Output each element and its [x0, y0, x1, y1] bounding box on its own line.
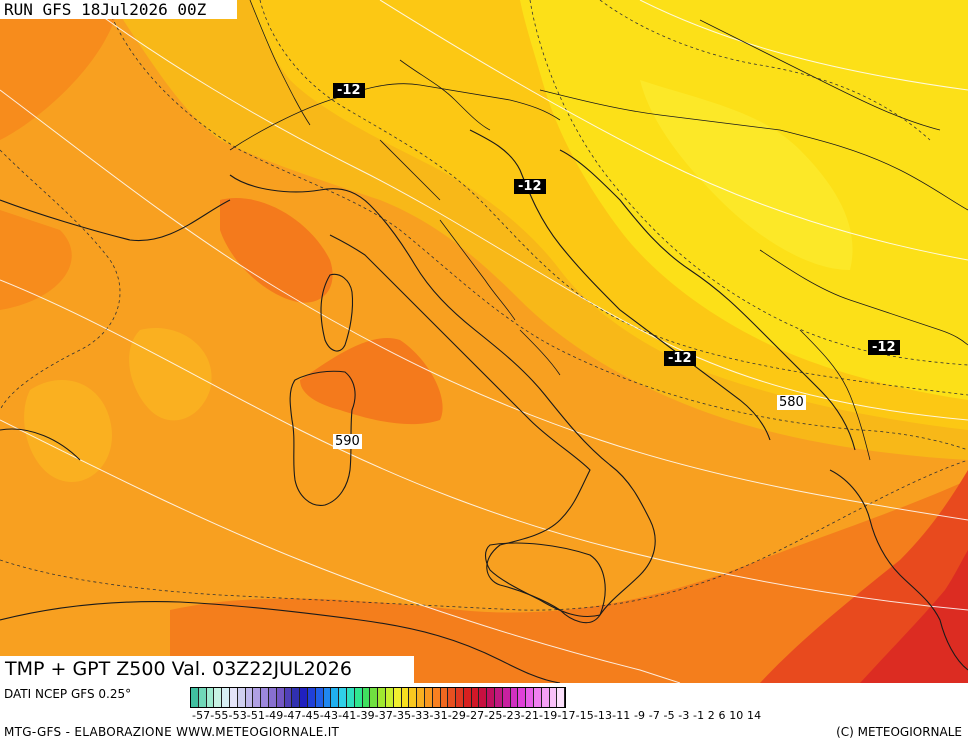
color-scale-swatch: [323, 688, 332, 707]
color-scale-swatch: [424, 688, 433, 707]
coastlines: [0, 129, 968, 683]
footer-copyright: (C) METEOGIORNALE: [836, 725, 962, 739]
legend-footer: DATI NCEP GFS 0.25° -57-55-53-51-49-47-4…: [0, 683, 968, 745]
color-scale-swatch: [549, 688, 558, 707]
map-title: TMP + GPT Z500 Val. 03Z22JUL2026: [0, 656, 414, 683]
color-scale-swatch: [487, 688, 496, 707]
geopotential-label-580: 580: [777, 395, 806, 410]
temperature-field-dark-orange-nw: [0, 0, 120, 140]
color-scale-swatch: [214, 688, 223, 707]
color-scale-swatch: [362, 688, 371, 707]
color-scale: [190, 687, 567, 708]
color-scale-swatch: [526, 688, 535, 707]
borders: [229, 0, 968, 461]
color-scale-swatch: [385, 688, 394, 707]
temperature-field-dark-orange-s: [170, 480, 968, 683]
color-scale-swatch: [198, 688, 207, 707]
color-scale-swatch: [191, 688, 199, 707]
temperature-label-adriatic-north: -12: [514, 179, 546, 194]
color-scale-swatch: [479, 688, 488, 707]
color-scale-swatch: [261, 688, 269, 707]
temperature-label-adriatic-south: -12: [664, 351, 696, 366]
color-scale-swatch: [300, 688, 308, 707]
color-scale-swatch: [417, 688, 425, 707]
color-scale-swatch: [245, 688, 254, 707]
color-scale-swatch: [253, 688, 262, 707]
temperature-field-deep-red-se: [860, 550, 968, 683]
weather-map: -12 -12 -12 -12 590 580: [0, 0, 968, 683]
temperature-label-alps: -12: [333, 83, 365, 98]
color-scale-swatch: [378, 688, 386, 707]
geopotential-isolines: [0, 0, 968, 683]
color-scale-swatch: [393, 688, 402, 707]
color-scale-swatch: [518, 688, 527, 707]
color-scale-swatch: [440, 688, 449, 707]
color-scale-swatch: [315, 688, 324, 707]
color-scale-swatch: [432, 688, 441, 707]
run-label: RUN GFS 18Jul2026 00Z: [0, 0, 237, 19]
geopotential-label-590: 590: [333, 434, 362, 449]
color-scale-swatch: [409, 688, 418, 707]
color-scale-swatch: [284, 688, 293, 707]
color-scale-swatch: [534, 688, 542, 707]
color-scale-swatch: [354, 688, 363, 707]
color-scale-swatch: [307, 688, 316, 707]
color-scale-swatch: [331, 688, 340, 707]
color-scale-swatch: [370, 688, 379, 707]
map-canvas: [0, 0, 968, 683]
color-scale-swatch: [222, 688, 230, 707]
color-scale-swatch: [292, 688, 301, 707]
temperature-label-balkans: -12: [868, 340, 900, 355]
color-scale-swatch: [456, 688, 464, 707]
color-scale-swatch: [463, 688, 472, 707]
color-scale-swatch: [495, 688, 503, 707]
color-scale-labels: -57-55-53-51-49-47-45-43-41-39-37-35-33-…: [192, 709, 762, 722]
color-scale-swatch: [229, 688, 238, 707]
temperature-field-light-yellow: [640, 80, 853, 270]
color-scale-swatch: [339, 688, 347, 707]
color-scale-swatch: [448, 688, 457, 707]
data-source: DATI NCEP GFS 0.25°: [4, 687, 132, 701]
footer-credit: MTG-GFS - ELABORAZIONE WWW.METEOGIORNALE…: [4, 725, 340, 739]
color-scale-swatch: [206, 688, 215, 707]
color-scale-swatch: [541, 688, 550, 707]
color-scale-swatch: [401, 688, 410, 707]
color-scale-swatch: [346, 688, 355, 707]
temperature-field-dark-orange-w: [0, 210, 72, 310]
color-scale-swatch: [471, 688, 480, 707]
color-scale-swatch: [557, 688, 566, 707]
color-scale-swatch: [276, 688, 285, 707]
color-scale-swatch: [510, 688, 519, 707]
color-scale-swatch: [268, 688, 277, 707]
color-scale-swatch: [237, 688, 246, 707]
color-scale-swatch: [502, 688, 511, 707]
temperature-field-patch-west: [24, 380, 112, 482]
temperature-field-patch-ligurian: [220, 198, 333, 303]
